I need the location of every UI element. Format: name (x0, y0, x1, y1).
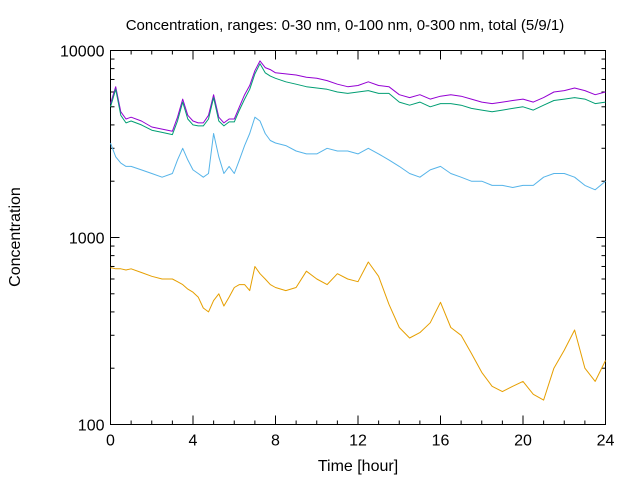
series-line-2 (110, 63, 606, 136)
series-line-3 (110, 116, 606, 191)
x-tick-label: 12 (349, 433, 367, 450)
series-lines (110, 60, 606, 401)
series-line-1 (110, 60, 606, 132)
x-tick-label: 16 (432, 433, 450, 450)
x-tick-label: 8 (271, 433, 280, 450)
x-tick-label: 0 (106, 433, 115, 450)
chart-title: Concentration, ranges: 0-30 nm, 0-100 nm… (126, 17, 565, 34)
y-axis-label: Concentration (7, 187, 24, 287)
y-tick-label: 10000 (60, 44, 105, 61)
y-tick-label: 1000 (69, 231, 105, 248)
x-tick-label: 24 (597, 433, 615, 450)
x-axis-label: Time [hour] (318, 458, 398, 475)
y-tick-label: 100 (78, 418, 105, 435)
x-tick-label: 4 (189, 433, 198, 450)
x-tick-label: 20 (514, 433, 532, 450)
axis-ticks: 0 4 8 12 16 20 24 100 1000 10000 (60, 44, 615, 450)
series-line-4 (110, 261, 606, 401)
